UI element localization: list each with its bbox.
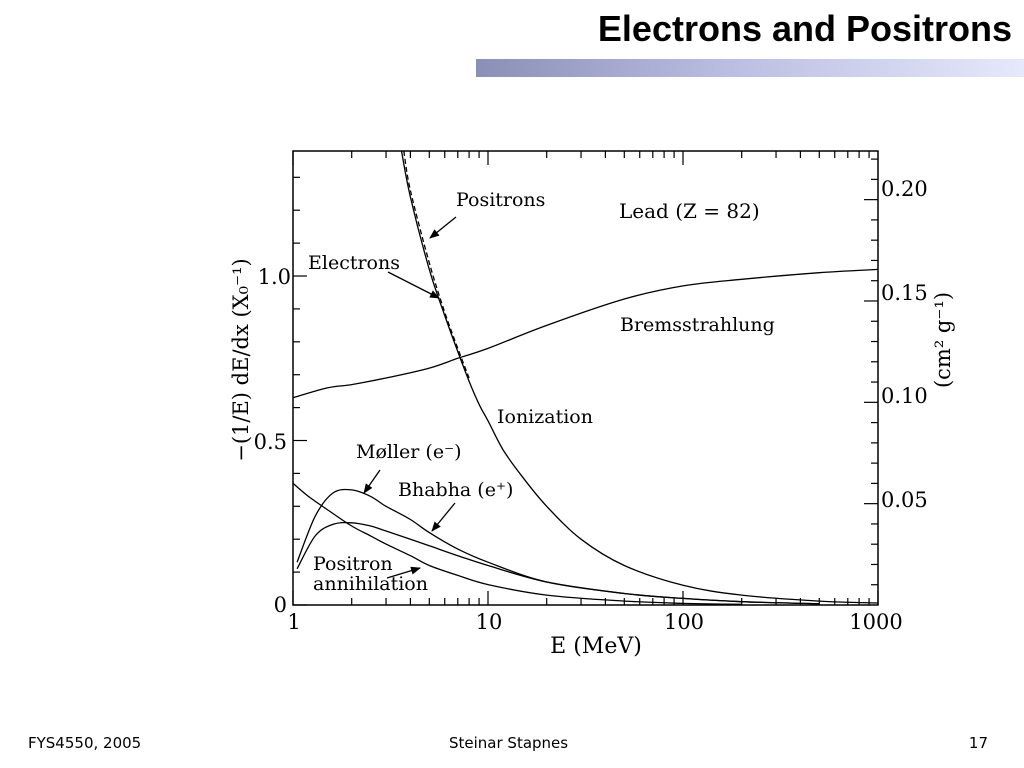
series-line-positron-annihilation	[292, 482, 742, 605]
x-tick-label: 1000	[849, 610, 902, 634]
arrow-positron-annihilation	[386, 566, 421, 579]
y-tick-label: 1.0	[258, 265, 291, 289]
ticks-layer	[292, 151, 879, 606]
series-line-bremsstrahlung	[292, 268, 879, 399]
annotation-moller: Møller (e⁻)	[356, 441, 462, 463]
footer-course: FYS4550, 2005	[28, 734, 142, 752]
annotation-bremsstrahlung: Bremsstrahlung	[620, 314, 775, 336]
slide-title: Electrons and Positrons	[597, 8, 1012, 49]
y-tick-label: 0	[274, 593, 287, 617]
annotation-positron-annihilation-line1: Positron	[313, 553, 393, 575]
annotation-electrons: Electrons	[308, 252, 400, 274]
y-right-tick-label: 0.05	[881, 488, 928, 512]
footer-author: Steinar Stapnes	[449, 734, 569, 752]
plot-frame	[292, 150, 879, 606]
arrow-electrons	[387, 271, 440, 299]
arrow-positrons	[429, 216, 457, 239]
y-tick-label: 0.5	[254, 430, 287, 454]
title-accent-bar	[476, 59, 1024, 77]
annotation-positron-annihilation-line2: annihilation	[313, 573, 428, 595]
annotation-ionization: Ionization	[497, 406, 593, 428]
y-right-tick-label: 0.15	[881, 281, 928, 305]
y-axis-label: −(1/E) dE/dx (X₀⁻¹)	[229, 258, 253, 462]
y-right-tick-label: 0.10	[881, 384, 928, 408]
arrow-moller	[363, 469, 381, 494]
x-tick-label: 10	[476, 610, 503, 634]
annotation-positrons: Positrons	[456, 189, 545, 211]
x-tick-label: 100	[664, 610, 704, 634]
chart-title-label: Lead (Z = 82)	[619, 199, 760, 223]
x-tick-label: 1	[287, 610, 300, 634]
annotation-bhabha: Bhabha (e⁺)	[398, 479, 513, 501]
arrow-bhabha	[431, 502, 456, 532]
y-right-axis-label: (cm² g⁻¹)	[931, 292, 955, 388]
curves-layer	[292, 150, 879, 605]
series-line-positrons	[403, 150, 470, 379]
series-line-ionization	[400, 150, 879, 604]
series-line-bhabha-e	[296, 521, 820, 605]
y-right-tick-label: 0.20	[881, 177, 928, 201]
x-axis-label: E (MeV)	[550, 634, 642, 659]
footer-page-number: 17	[968, 734, 988, 752]
